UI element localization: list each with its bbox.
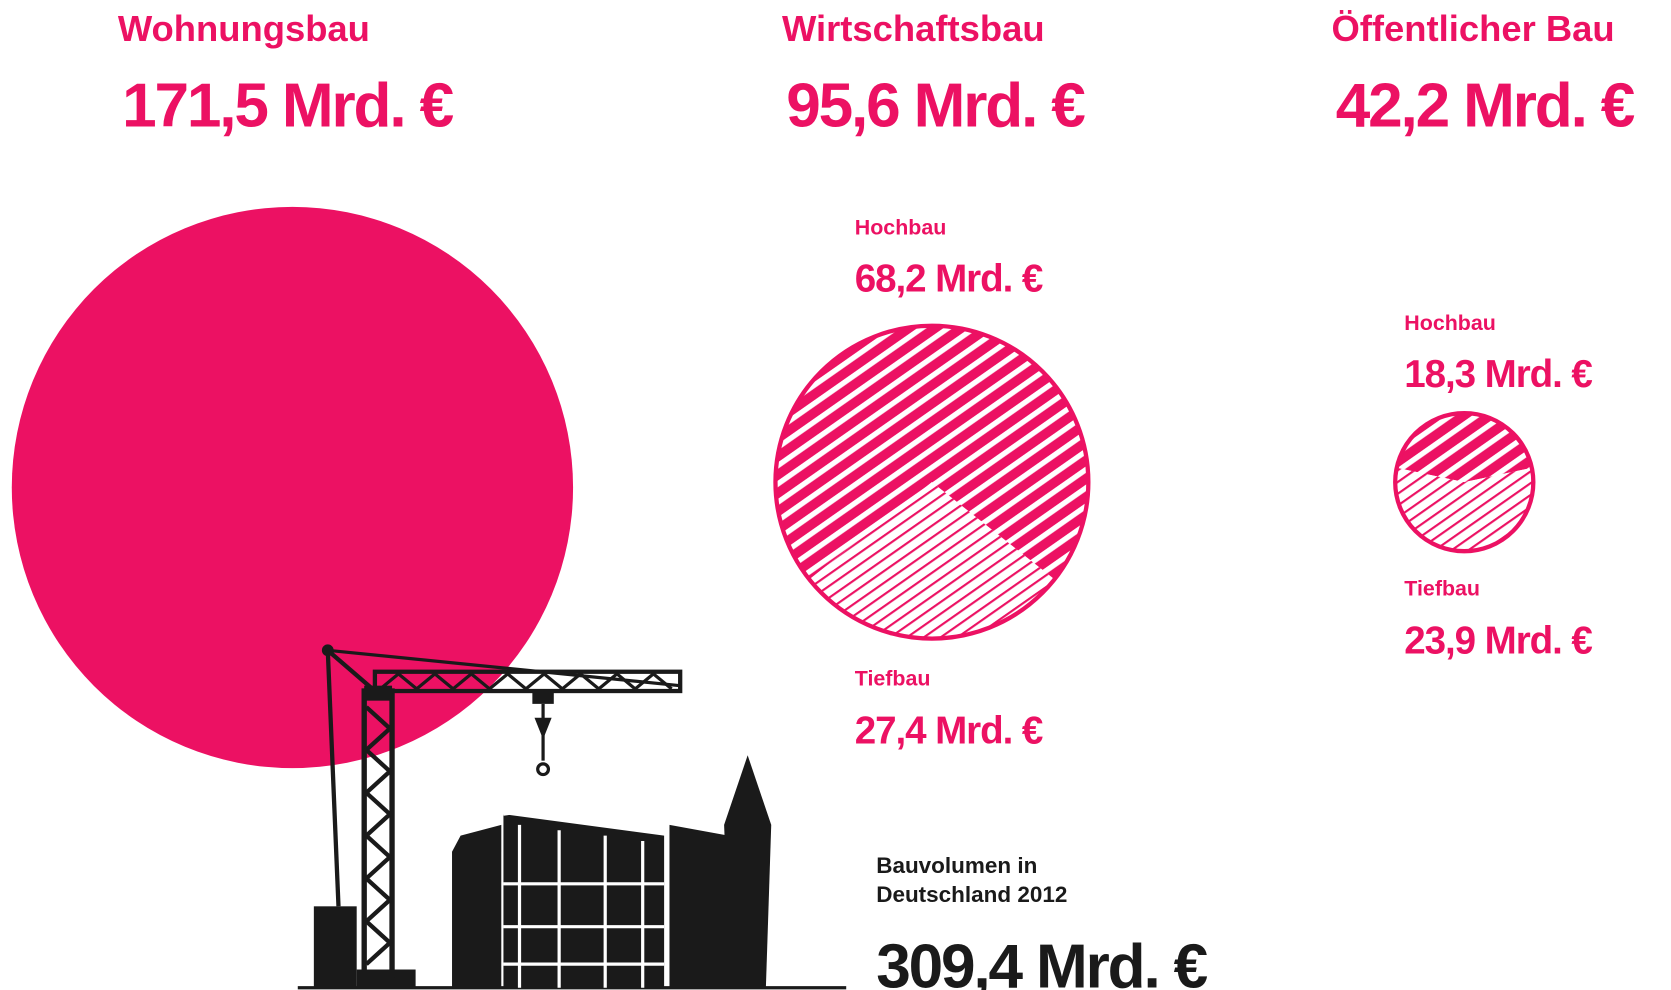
group-value: 42,2 Mrd. € — [1336, 72, 1635, 141]
group-circle — [11, 206, 574, 769]
group-value: 171,5 Mrd. € — [122, 72, 453, 141]
marks — [11, 206, 1536, 769]
pie-slice — [775, 325, 1089, 580]
group-circle — [773, 323, 1091, 641]
total-label: Bauvolumen in — [876, 853, 1037, 878]
group-value: 95,6 Mrd. € — [786, 72, 1085, 141]
total-label: Deutschland 2012 — [876, 882, 1067, 907]
part-name: Hochbau — [855, 216, 947, 240]
total-value: 309,4 Mrd. € — [876, 933, 1207, 990]
part-name: Tiefbau — [1404, 577, 1480, 601]
construction-illustration — [297, 644, 847, 990]
group-title: Wirtschaftsbau — [782, 8, 1045, 49]
part-value: 18,3 Mrd. € — [1404, 353, 1592, 396]
pie-slice — [1395, 467, 1534, 552]
pie-slice — [1396, 413, 1532, 483]
part-name: Tiefbau — [855, 667, 931, 691]
group-circle — [1393, 410, 1536, 554]
part-name: Hochbau — [1404, 311, 1496, 335]
pie-slice — [809, 482, 1055, 639]
part-value: 68,2 Mrd. € — [855, 257, 1043, 300]
part-value: 23,9 Mrd. € — [1404, 620, 1592, 663]
texts: Wohnungsbau 171,5 Mrd. € Wirtschaftsbau 95,… — [118, 8, 1637, 990]
group-title: Öffentlicher Bau — [1331, 8, 1614, 49]
part-value: 27,4 Mrd. € — [855, 710, 1043, 753]
group-title: Wohnungsbau — [118, 8, 370, 49]
